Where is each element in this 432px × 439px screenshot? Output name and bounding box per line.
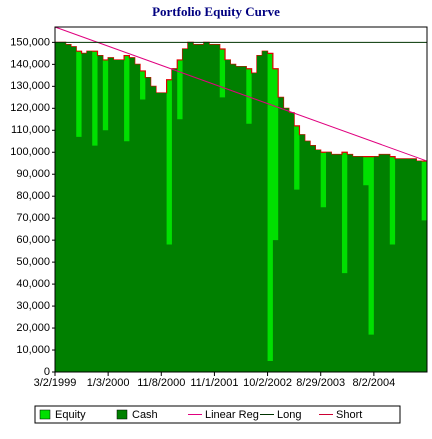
y-tick-label: 10,000 [16,344,50,356]
x-tick-label: 1/3/2000 [87,377,130,389]
chart-title: Portfolio Equity Curve [152,4,280,19]
y-tick-label: 30,000 [16,300,50,312]
x-tick-label: 3/2/1999 [34,377,77,389]
area-1 [55,42,427,372]
y-tick-label: 150,000 [10,36,50,48]
legend-swatch [39,409,51,420]
y-tick-label: 70,000 [16,212,50,224]
legend-swatch [116,409,128,420]
x-tick-label: 8/29/2003 [296,377,345,389]
plot-area [54,26,428,373]
y-tick-label: 130,000 [10,80,50,92]
legend-label: Cash [132,409,158,421]
y-tick-label: 90,000 [16,168,50,180]
legend-label: Short [336,409,362,421]
y-tick-label: 120,000 [10,102,50,114]
x-tick-label: 10/2/2002 [243,377,292,389]
y-tick-label: 80,000 [16,190,50,202]
legend-label: Long [277,409,301,421]
legend-label: Linear Reg [205,409,259,421]
y-tick-label: 50,000 [16,256,50,268]
y-tick-label: 20,000 [16,322,50,334]
y-tick-label: 60,000 [16,234,50,246]
line-2 [54,26,428,162]
x-tick-label: 11/8/2000 [137,377,185,389]
x-tick-label: 8/2/2004 [352,377,395,389]
y-tick-label: 0 [44,366,50,378]
legend-label: Equity [55,409,86,421]
x-tick-label: 11/1/2001 [190,377,238,389]
y-tick-label: 40,000 [16,278,50,290]
y-tick-label: 140,000 [10,58,50,70]
y-tick-label: 100,000 [10,146,50,158]
y-tick-label: 110,000 [11,124,50,136]
